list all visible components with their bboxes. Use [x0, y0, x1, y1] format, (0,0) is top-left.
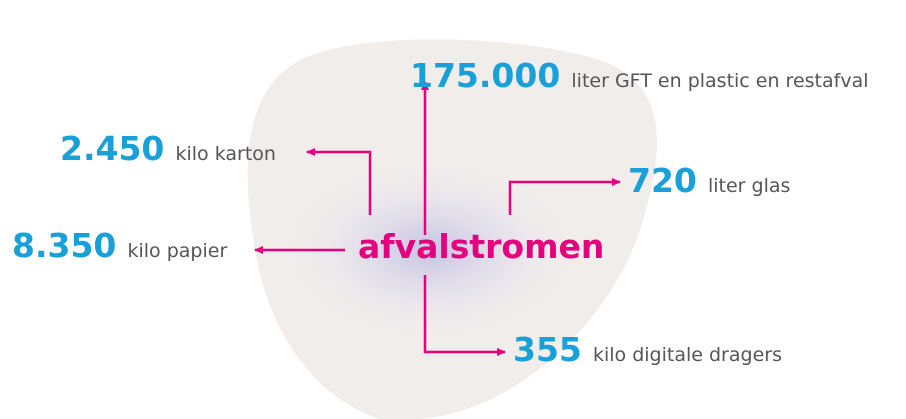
item: 720 liter glas	[628, 161, 790, 200]
unit: kilo karton	[175, 143, 275, 165]
amount: 2.450	[60, 129, 164, 168]
amount: 355	[513, 330, 582, 369]
arrow	[508, 178, 621, 215]
unit: liter glas	[708, 175, 790, 197]
unit: kilo papier	[127, 240, 227, 262]
arrow	[423, 275, 506, 356]
item: 8.350 kilo papier	[12, 226, 227, 265]
arrow	[306, 148, 372, 215]
item: 175.000 liter GFT en plastic en restafva…	[410, 56, 869, 95]
center-glow	[280, 160, 580, 340]
unit: kilo digitale dragers	[593, 344, 782, 366]
amount: 720	[628, 161, 697, 200]
item: 2.450 kilo karton	[60, 129, 276, 168]
item: 355 kilo digitale dragers	[513, 330, 782, 369]
center-label: afvalstromen	[358, 227, 604, 266]
amount: 175.000	[410, 56, 560, 95]
unit: liter GFT en plastic en restafval	[571, 70, 868, 92]
amount: 8.350	[12, 226, 116, 265]
